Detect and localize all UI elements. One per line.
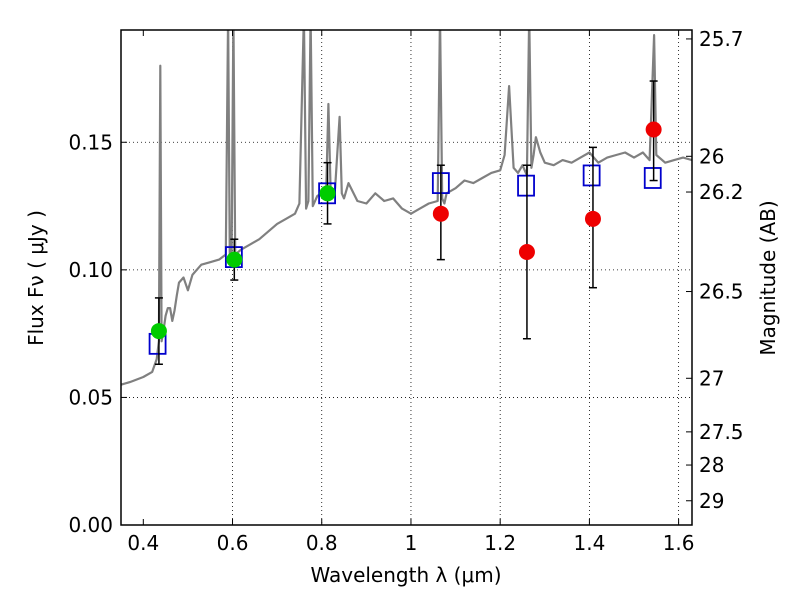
x-tick-label: 1.2 xyxy=(484,531,516,555)
x-tick-label: 0.8 xyxy=(306,531,338,555)
plot-frame xyxy=(120,29,693,526)
observed-flux-point xyxy=(150,323,167,340)
plot-area xyxy=(121,30,692,386)
grid xyxy=(121,30,692,525)
y-tick-label: 0.00 xyxy=(68,513,113,537)
right-tick-label: 26 xyxy=(699,144,724,168)
y-axis-label-right: Magnitude (AB) xyxy=(756,200,780,355)
observed-flux-point xyxy=(645,121,662,138)
model-spectrum-line xyxy=(121,30,692,386)
model-flux-square xyxy=(643,167,662,189)
y-tick-label: 0.05 xyxy=(68,385,113,409)
observed-flux-point xyxy=(319,185,336,202)
axes: 0.4 0.6 0.8 1 1.2 1.4 1.6 0.00 0.05 0.10 0.15 25.7 2… xyxy=(68,27,743,555)
right-tick-label: 27 xyxy=(699,366,724,390)
right-tick-label: 28 xyxy=(699,453,724,477)
observed-flux-point xyxy=(226,251,243,268)
y-tick-label: 0.10 xyxy=(68,258,113,282)
right-tick-label: 27.5 xyxy=(699,420,744,444)
observed-flux-point xyxy=(432,205,449,222)
y-axis-label: Flux Fν ( μJy ) xyxy=(24,210,48,346)
x-tick-label: 1.6 xyxy=(663,531,695,555)
right-tick-label: 26.2 xyxy=(699,180,744,204)
right-tick-label: 29 xyxy=(699,489,724,513)
x-axis-label: Wavelength λ (μm) xyxy=(310,563,501,587)
observed-flux-point xyxy=(518,243,535,260)
right-tick-label: 26.5 xyxy=(699,280,744,304)
x-tick-label: 1.4 xyxy=(573,531,605,555)
right-tick-label: 25.7 xyxy=(699,27,744,51)
x-tick-label: 1 xyxy=(405,531,418,555)
model-flux-square xyxy=(582,164,601,187)
x-tick-label: 0.4 xyxy=(127,531,159,555)
y-tick-label: 0.15 xyxy=(68,130,113,154)
observed-flux-point xyxy=(584,210,601,227)
model-flux-square xyxy=(517,174,535,197)
x-tick-label: 0.6 xyxy=(217,531,249,555)
